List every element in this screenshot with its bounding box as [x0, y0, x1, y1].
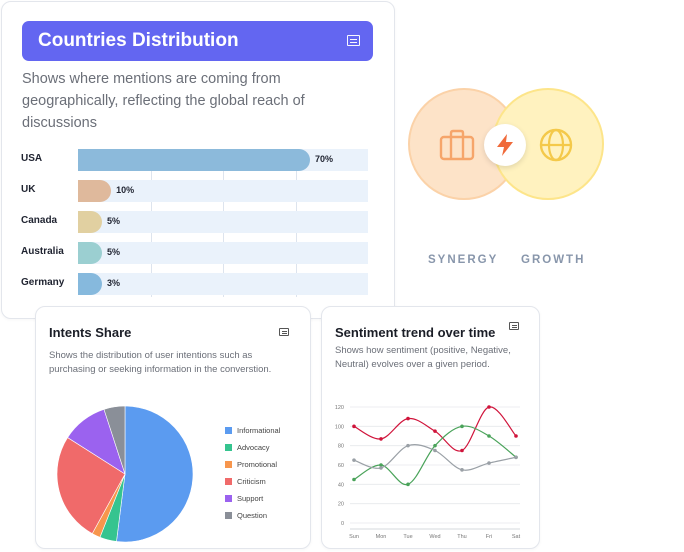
bar[interactable] — [78, 211, 102, 233]
bar-track: 70% — [78, 149, 368, 171]
bar-value-label: 5% — [107, 216, 121, 226]
legend-label: Criticism — [237, 477, 266, 486]
bar[interactable] — [78, 149, 310, 171]
sentiment-trend-card: Sentiment trend over time Shows how sent… — [321, 306, 540, 549]
data-point[interactable] — [487, 405, 491, 409]
legend-label: Support — [237, 494, 264, 503]
data-point[interactable] — [514, 455, 518, 460]
data-point[interactable] — [514, 434, 518, 438]
bar-category-label: USA — [21, 153, 43, 164]
bar-row: Germany 3% — [2, 273, 396, 295]
series-line[interactable] — [353, 444, 517, 471]
legend-swatch — [225, 461, 232, 468]
bar-value-label: 70% — [315, 154, 334, 164]
legend-label: Informational — [237, 426, 281, 435]
bar-category-label: Australia — [21, 246, 64, 257]
legend-label: Question — [237, 511, 268, 520]
bar-row: USA 70% — [2, 149, 396, 171]
bar-track: 3% — [78, 273, 368, 295]
data-point[interactable] — [433, 429, 437, 433]
list-card-icon[interactable] — [509, 322, 519, 330]
legend-swatch — [225, 478, 232, 485]
x-tick-label: Thu — [457, 534, 466, 540]
x-tick-label: Wed — [429, 534, 440, 540]
y-tick-label: 20 — [338, 502, 344, 508]
x-tick-label: Tue — [403, 534, 412, 540]
bar-category-label: Canada — [21, 215, 58, 226]
data-point[interactable] — [379, 466, 383, 470]
countries-title: Countries Distribution — [38, 30, 239, 51]
growth-label: GROWTH — [521, 254, 586, 266]
pie-slice[interactable] — [56, 437, 126, 534]
data-point[interactable] — [460, 424, 464, 429]
globe-icon — [539, 128, 573, 162]
data-point[interactable] — [352, 424, 356, 429]
bar-row: UK 10% — [2, 180, 396, 202]
bar-track: 5% — [78, 242, 368, 264]
synergy-growth-graphic — [408, 88, 608, 208]
data-point[interactable] — [487, 434, 491, 438]
pie-slice[interactable] — [103, 405, 126, 475]
legend-swatch — [225, 495, 232, 502]
series-line[interactable] — [353, 425, 517, 486]
legend-label: Advocacy — [237, 443, 270, 452]
sentiment-line-chart: 0 20 40 60 80 100 120 Sun Mon Tue Wed Thu Fri Sat — [335, 405, 521, 540]
intents-share-card: Intents Share Shows the distribution of … — [35, 306, 311, 549]
bolt-icon — [497, 134, 513, 156]
x-tick-label: Sun — [349, 534, 359, 540]
legend-label: Promotional — [237, 460, 278, 469]
bar-row: Canada 5% — [2, 211, 396, 233]
briefcase-icon — [439, 129, 475, 161]
list-card-icon[interactable] — [347, 35, 360, 46]
intents-description: Shows the distribution of user intention… — [49, 350, 272, 375]
synergy-label: SYNERGY — [428, 254, 499, 266]
bar-track: 5% — [78, 211, 368, 233]
bar[interactable] — [78, 180, 112, 202]
bar-value-label: 5% — [107, 247, 121, 257]
data-point[interactable] — [433, 448, 437, 453]
bar-value-label: 3% — [107, 278, 121, 288]
data-point[interactable] — [406, 416, 410, 421]
data-point[interactable] — [352, 477, 356, 482]
y-tick-label: 80 — [338, 444, 344, 450]
data-point[interactable] — [352, 458, 356, 462]
bar-value-label: 10% — [116, 185, 135, 195]
y-tick-label: 60 — [338, 463, 344, 469]
data-point[interactable] — [379, 463, 383, 467]
bar[interactable] — [78, 273, 102, 295]
data-point[interactable] — [460, 468, 464, 472]
data-point[interactable] — [433, 443, 437, 448]
x-tick-label: Sat — [512, 534, 521, 540]
y-tick-label: 120 — [335, 405, 344, 411]
bar-category-label: Germany — [21, 277, 65, 288]
data-point[interactable] — [406, 482, 410, 487]
x-tick-label: Fri — [486, 534, 492, 540]
data-point[interactable] — [406, 443, 410, 448]
y-tick-label: 40 — [338, 482, 344, 488]
data-point[interactable] — [379, 437, 383, 441]
countries-distribution-card: Countries Distribution Shows where menti… — [1, 1, 395, 319]
data-point[interactable] — [487, 461, 491, 465]
legend-swatch — [225, 427, 232, 434]
data-point[interactable] — [460, 448, 464, 453]
sentiment-description: Shows how sentiment (positive, Negative,… — [335, 345, 511, 370]
bar-track: 10% — [78, 180, 368, 202]
intents-pie-chart — [56, 405, 194, 543]
pie-slice[interactable] — [116, 405, 194, 543]
intents-title: Intents Share — [49, 325, 132, 340]
legend-swatch — [225, 444, 232, 451]
bolt-badge — [484, 124, 526, 166]
x-tick-label: Mon — [376, 534, 387, 540]
list-card-icon[interactable] — [279, 328, 289, 336]
countries-header: Countries Distribution — [22, 21, 373, 61]
countries-description: Shows where mentions are coming from geo… — [22, 71, 305, 131]
y-tick-label: 100 — [335, 424, 344, 430]
legend-swatch — [225, 512, 232, 519]
bar-row: Australia 5% — [2, 242, 396, 264]
y-tick-label: 0 — [341, 521, 344, 527]
bar-category-label: UK — [21, 184, 36, 195]
bar[interactable] — [78, 242, 102, 264]
sentiment-title: Sentiment trend over time — [335, 325, 496, 340]
